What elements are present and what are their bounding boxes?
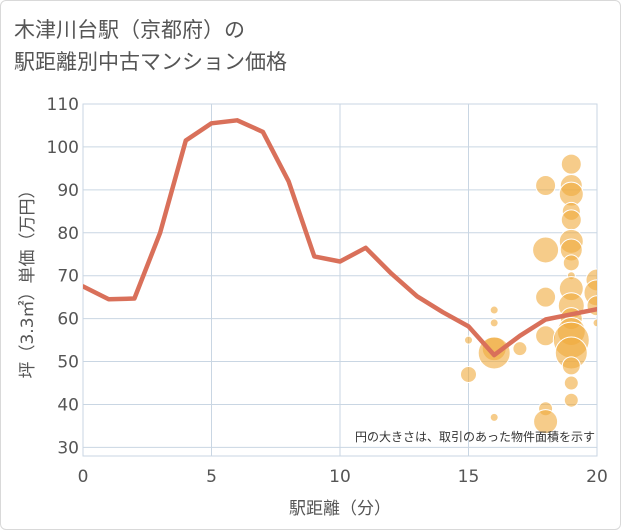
tick-labels: 0 5 10 15 20 30 40 50 60 70 80 90 100 110: [47, 95, 608, 487]
bubble-point: [489, 318, 499, 328]
chart-title: 木津川台駅（京都府）の 駅距離別中古マンション価格: [14, 14, 287, 78]
bubble-point: [563, 375, 579, 391]
x-tick-label: 20: [586, 467, 608, 487]
x-tick-label: 0: [78, 467, 89, 487]
bubble-point: [512, 341, 528, 357]
grid-lines: [82, 103, 598, 456]
x-axis-label: 駅距離（分）: [289, 499, 391, 519]
line-series: [83, 118, 597, 358]
y-tick-label: 40: [57, 395, 79, 415]
x-tick-label: 5: [206, 467, 217, 487]
y-tick-label: 110: [47, 95, 79, 115]
bubble-point: [560, 153, 582, 175]
average-price-line: [83, 118, 597, 358]
x-tick-label: 10: [329, 467, 351, 487]
bubble-point: [561, 356, 581, 376]
x-tick-label: 15: [458, 467, 480, 487]
bubble-point: [563, 392, 579, 408]
y-tick-label: 60: [57, 310, 79, 330]
y-tick-label: 30: [57, 438, 79, 458]
bubble-point: [562, 254, 580, 272]
y-tick-label: 70: [57, 267, 79, 287]
bubble-point: [535, 325, 557, 347]
bubble-point: [535, 286, 557, 308]
chart-title-line2: 駅距離別中古マンション価格: [14, 50, 287, 74]
y-tick-label: 50: [57, 353, 79, 373]
size-note: 円の大きさは、取引のあった物件面積を示す: [355, 429, 595, 444]
bubble-point: [535, 175, 557, 197]
y-tick-label: 80: [57, 224, 79, 244]
bubble-point: [460, 365, 477, 383]
bubble-point: [464, 335, 473, 345]
bubble-series: [460, 153, 597, 435]
bubble-point: [532, 236, 560, 264]
bubble-point: [533, 409, 559, 435]
bubble-point: [489, 412, 499, 422]
chart-title-line1: 木津川台駅（京都府）の: [14, 18, 245, 42]
bubble-point: [560, 209, 582, 231]
y-tick-label: 90: [57, 181, 79, 201]
bubble-point: [592, 318, 597, 328]
y-axis-label: 坪（3.3㎡）単価（万円）: [18, 181, 38, 378]
y-tick-label: 100: [47, 138, 79, 158]
bubble-point: [489, 305, 499, 315]
